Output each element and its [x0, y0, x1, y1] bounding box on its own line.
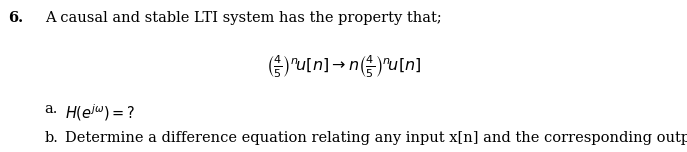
Text: $H(e^{j\omega}) =?$: $H(e^{j\omega}) =?$ [65, 102, 136, 123]
Text: 6.: 6. [8, 11, 23, 25]
Text: A causal and stable LTI system has the property that;: A causal and stable LTI system has the p… [45, 11, 442, 25]
Text: $\left(\frac{4}{5}\right)^{n}\!u[n] \rightarrow n\left(\frac{4}{5}\right)^{n}\!u: $\left(\frac{4}{5}\right)^{n}\!u[n] \rig… [266, 53, 421, 79]
Text: a.: a. [45, 102, 58, 116]
Text: Determine a difference equation relating any input x[n] and the corresponding ou: Determine a difference equation relating… [65, 131, 687, 145]
Text: b.: b. [45, 131, 58, 145]
